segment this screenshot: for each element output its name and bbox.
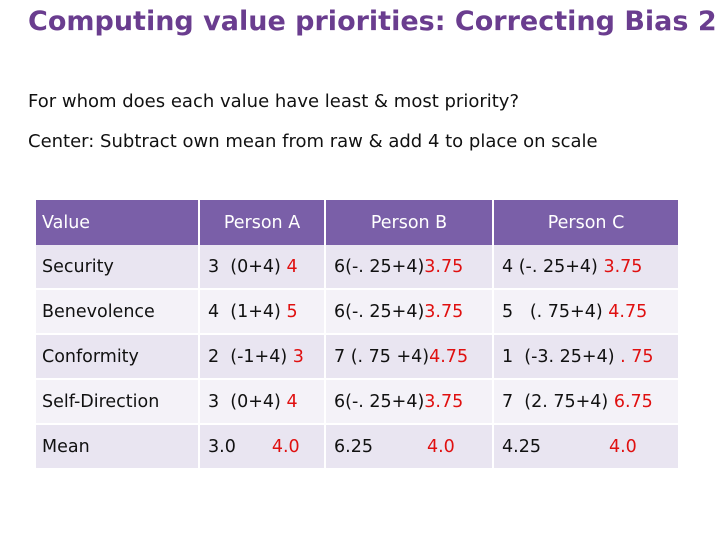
cell-person-b: 6.25 4.0 — [325, 424, 494, 470]
calc: 3 (0+4) — [208, 391, 281, 412]
calc: 6.25 — [334, 436, 373, 457]
result: 5 — [286, 301, 298, 322]
calc: 7 (. 75 +4) — [334, 346, 430, 367]
result: 4 — [286, 256, 298, 277]
result: 4.75 — [608, 301, 648, 322]
cell-person-c: 4 (-. 25+4) 3.75 — [493, 245, 680, 290]
row-label: Security — [36, 245, 200, 290]
cell-person-c: 4.25 4.0 — [493, 424, 680, 470]
calc: 3 (0+4) — [208, 256, 281, 277]
table-header-row: Value Person A Person B Person C — [36, 200, 680, 245]
result: . 75 — [620, 346, 654, 367]
row-label: Self-Direction — [36, 379, 200, 425]
calc: 6(-. 25+4) — [334, 256, 425, 277]
calc: 7 (2. 75+4) — [502, 391, 609, 412]
table-row-mean: Mean 3.0 4.0 6.25 4.0 4.25 4.0 — [36, 424, 680, 470]
cell-person-a: 3 (0+4) 4 — [199, 245, 326, 290]
calc: 4 (-. 25+4) — [502, 256, 598, 277]
cell-person-a: 3.0 4.0 — [199, 424, 326, 470]
instruction-text: Center: Subtract own mean from raw & add… — [28, 131, 598, 152]
cell-person-b: 6(-. 25+4)3.75 — [325, 379, 494, 425]
question-text: For whom does each value have least & mo… — [28, 91, 519, 112]
result: 4.75 — [429, 346, 469, 367]
header-person-b: Person B — [325, 200, 494, 245]
result: 4.0 — [608, 436, 637, 457]
result: 4.0 — [271, 436, 300, 457]
result: 6.75 — [613, 391, 653, 412]
table-row: Benevolence 4 (1+4) 5 6(-. 25+4)3.75 5 (… — [36, 289, 680, 335]
calc: 4 (1+4) — [208, 301, 281, 322]
table-row: Conformity 2 (-1+4) 3 7 (. 75 +4)4.75 1 … — [36, 334, 680, 380]
cell-person-c: 1 (-3. 25+4) . 75 — [493, 334, 680, 380]
table-row: Self-Direction 3 (0+4) 4 6(-. 25+4)3.75 … — [36, 379, 680, 425]
calc: 4.25 — [502, 436, 541, 457]
table-row: Security 3 (0+4) 4 6(-. 25+4)3.75 4 (-. … — [36, 245, 680, 290]
cell-person-c: 7 (2. 75+4) 6.75 — [493, 379, 680, 425]
header-value: Value — [36, 200, 200, 245]
result: 4 — [286, 391, 298, 412]
value-priorities-table: Value Person A Person B Person C Securit… — [36, 200, 680, 470]
result: 3.75 — [424, 391, 464, 412]
result: 3.75 — [424, 301, 464, 322]
header-person-a: Person A — [199, 200, 326, 245]
cell-person-b: 6(-. 25+4)3.75 — [325, 245, 494, 290]
calc: 6(-. 25+4) — [334, 391, 425, 412]
result: 4.0 — [426, 436, 455, 457]
result: 3.75 — [603, 256, 643, 277]
calc: 6(-. 25+4) — [334, 301, 425, 322]
cell-person-b: 7 (. 75 +4)4.75 — [325, 334, 494, 380]
slide-title: Computing value priorities: Correcting B… — [28, 6, 717, 37]
cell-person-c: 5 (. 75+4) 4.75 — [493, 289, 680, 335]
row-label: Mean — [36, 424, 200, 470]
cell-person-a: 4 (1+4) 5 — [199, 289, 326, 335]
row-label: Benevolence — [36, 289, 200, 335]
calc: 5 (. 75+4) — [502, 301, 603, 322]
result: 3 — [292, 346, 304, 367]
cell-person-a: 2 (-1+4) 3 — [199, 334, 326, 380]
header-person-c: Person C — [493, 200, 680, 245]
calc: 3.0 — [208, 436, 236, 457]
cell-person-a: 3 (0+4) 4 — [199, 379, 326, 425]
calc: 2 (-1+4) — [208, 346, 288, 367]
cell-person-b: 6(-. 25+4)3.75 — [325, 289, 494, 335]
result: 3.75 — [424, 256, 464, 277]
row-label: Conformity — [36, 334, 200, 380]
calc: 1 (-3. 25+4) — [502, 346, 615, 367]
